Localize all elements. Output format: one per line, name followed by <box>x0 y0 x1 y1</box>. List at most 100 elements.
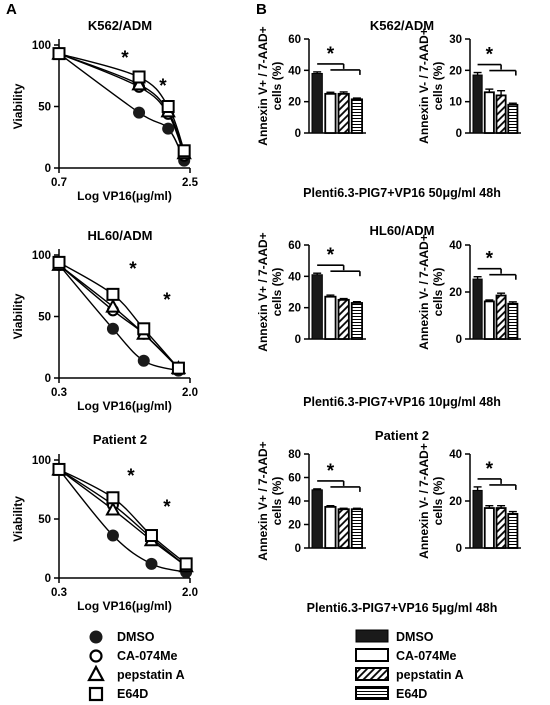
y-tick-label: 40 <box>288 65 301 77</box>
legend-b-label: CA-074Me <box>396 649 456 663</box>
series-line <box>58 52 185 156</box>
y-tick-label: 50 <box>38 312 51 324</box>
apoptosis-bar-chart-b6: 0 20 40 Annexin V- / 7-AAD+ cells (%) * <box>417 443 521 559</box>
series-line <box>58 52 185 154</box>
e64d-point <box>171 361 185 375</box>
legend-a-label: E64D <box>117 687 148 701</box>
legend-a: DMSO CA-074Me pepstatin A E64D <box>87 630 185 702</box>
series-line <box>58 468 187 567</box>
y-axis-label: Annexin V+ / 7-AAD+ <box>256 232 270 351</box>
x-tick-label: 0.3 <box>51 587 67 599</box>
e64d-point <box>132 70 146 84</box>
y-tick-label: 30 <box>449 34 462 46</box>
bar <box>311 489 323 549</box>
legend-a-item-e64d: E64D <box>88 686 148 702</box>
significance-star: * <box>159 76 167 97</box>
y-tick-label: 40 <box>449 449 462 461</box>
x-tick-label: 2.5 <box>182 177 199 189</box>
condition-label-k562: Plenti6.3-PIG7+VP16 50μg/ml 48h <box>303 186 501 200</box>
series-line <box>58 264 179 369</box>
series-line <box>58 264 179 369</box>
apoptosis-bar-chart-b3: HL60/ADM 0 20 40 60 Annexin V+ / 7-AAD+ cells … <box>256 223 435 352</box>
dmso-point <box>106 322 119 335</box>
significance-star: * <box>327 44 335 65</box>
y-tick-label: 80 <box>288 449 301 461</box>
y-tick-label: 20 <box>449 287 462 299</box>
chart-title: Patient 2 <box>93 432 147 447</box>
y-tick-label: 0 <box>456 334 462 346</box>
significance-star: * <box>163 290 171 311</box>
e64d-point <box>179 557 193 571</box>
y-tick-label: 100 <box>32 40 51 52</box>
y-tick-label: 20 <box>288 303 301 315</box>
bar <box>324 505 337 549</box>
y-tick-label: 0 <box>295 334 301 346</box>
dmso-point <box>106 529 119 542</box>
y-tick-label: 20 <box>288 97 301 109</box>
y-tick-label: 40 <box>288 496 301 508</box>
y-tick-label: 100 <box>32 455 51 467</box>
x-tick-label: 0.3 <box>51 387 67 399</box>
bar <box>507 513 519 549</box>
apoptosis-bar-chart-b2: 0 10 20 30 Annexin V- / 7-AAD+ cells (%) * <box>417 28 521 144</box>
legend-b-item-pepstatin: pepstatin A <box>355 667 464 682</box>
pepstatin-point <box>105 298 121 313</box>
panel-label-b: B <box>256 1 267 18</box>
pepstatin-point <box>105 501 121 516</box>
e64d-point <box>177 144 191 158</box>
y-tick-label: 10 <box>449 97 462 109</box>
condition-label-patient2: Plenti6.3-PIG7+VP16 5μg/ml 48h <box>307 601 498 615</box>
y-tick-label: 100 <box>32 250 51 262</box>
series-line <box>58 468 187 565</box>
open-square-marker-icon <box>88 686 104 702</box>
legend-a-label: DMSO <box>117 630 155 644</box>
y-axis-label: Annexin V+ / 7-AAD+ <box>256 26 270 145</box>
bar <box>324 92 337 134</box>
legend-b-item-e64d: E64D <box>355 686 427 701</box>
significance-star: * <box>486 45 494 66</box>
y-axis-label: cells (%) <box>431 62 445 111</box>
legend-a-item-pepstatin: pepstatin A <box>87 664 185 682</box>
legend-b-label: pepstatin A <box>396 668 464 682</box>
e64d-point <box>106 287 120 301</box>
legend-a-label: pepstatin A <box>117 668 185 682</box>
chart-title: HL60/ADM <box>87 228 152 243</box>
significance-star: * <box>486 249 494 270</box>
solid-bar-swatch-icon <box>355 629 389 643</box>
open-triangle-marker-icon <box>87 664 105 682</box>
x-axis-label: Log VP16(μg/ml) <box>77 399 172 413</box>
bar <box>495 94 507 134</box>
x-axis-label: Log VP16(μg/ml) <box>77 599 172 613</box>
legend-b-item-ca074me: CA-074Me <box>355 648 456 663</box>
bar <box>495 294 507 340</box>
bar <box>350 302 363 340</box>
y-tick-label: 40 <box>288 271 301 283</box>
legend-b-label: DMSO <box>396 630 434 644</box>
bar <box>311 274 323 340</box>
y-tick-label: 0 <box>456 128 462 140</box>
e64d-point <box>52 255 66 269</box>
y-axis-label: Viability <box>11 496 25 542</box>
condition-label-hl60: Plenti6.3-PIG7+VP16 10μg/ml 48h <box>303 395 501 409</box>
y-axis-label: Viability <box>11 293 25 339</box>
x-axis-label: Log VP16(μg/ml) <box>77 189 172 203</box>
series-line <box>58 261 179 369</box>
e64d-point <box>52 462 66 476</box>
significance-star: * <box>163 497 171 518</box>
series-line <box>58 52 185 152</box>
y-tick-label: 0 <box>45 373 51 385</box>
significance-star: * <box>327 461 335 482</box>
y-tick-label: 0 <box>456 543 462 555</box>
apoptosis-bar-chart-b4: 0 20 40 Annexin V- / 7-AAD+ cells (%) * <box>417 234 521 350</box>
apoptosis-bar-chart-b5: Patient 2 0 20 40 60 80 Annexin V+ / 7-AAD+ cel… <box>256 428 429 561</box>
y-axis-label: cells (%) <box>431 477 445 526</box>
y-axis-label: cells (%) <box>431 268 445 317</box>
empty-bar-swatch-icon <box>355 648 389 662</box>
bar <box>337 298 350 340</box>
y-axis-label: cells (%) <box>270 477 284 526</box>
dmso-point <box>137 354 150 367</box>
dmso-point <box>133 106 146 119</box>
legend-b-item-dmso: DMSO <box>355 629 434 644</box>
